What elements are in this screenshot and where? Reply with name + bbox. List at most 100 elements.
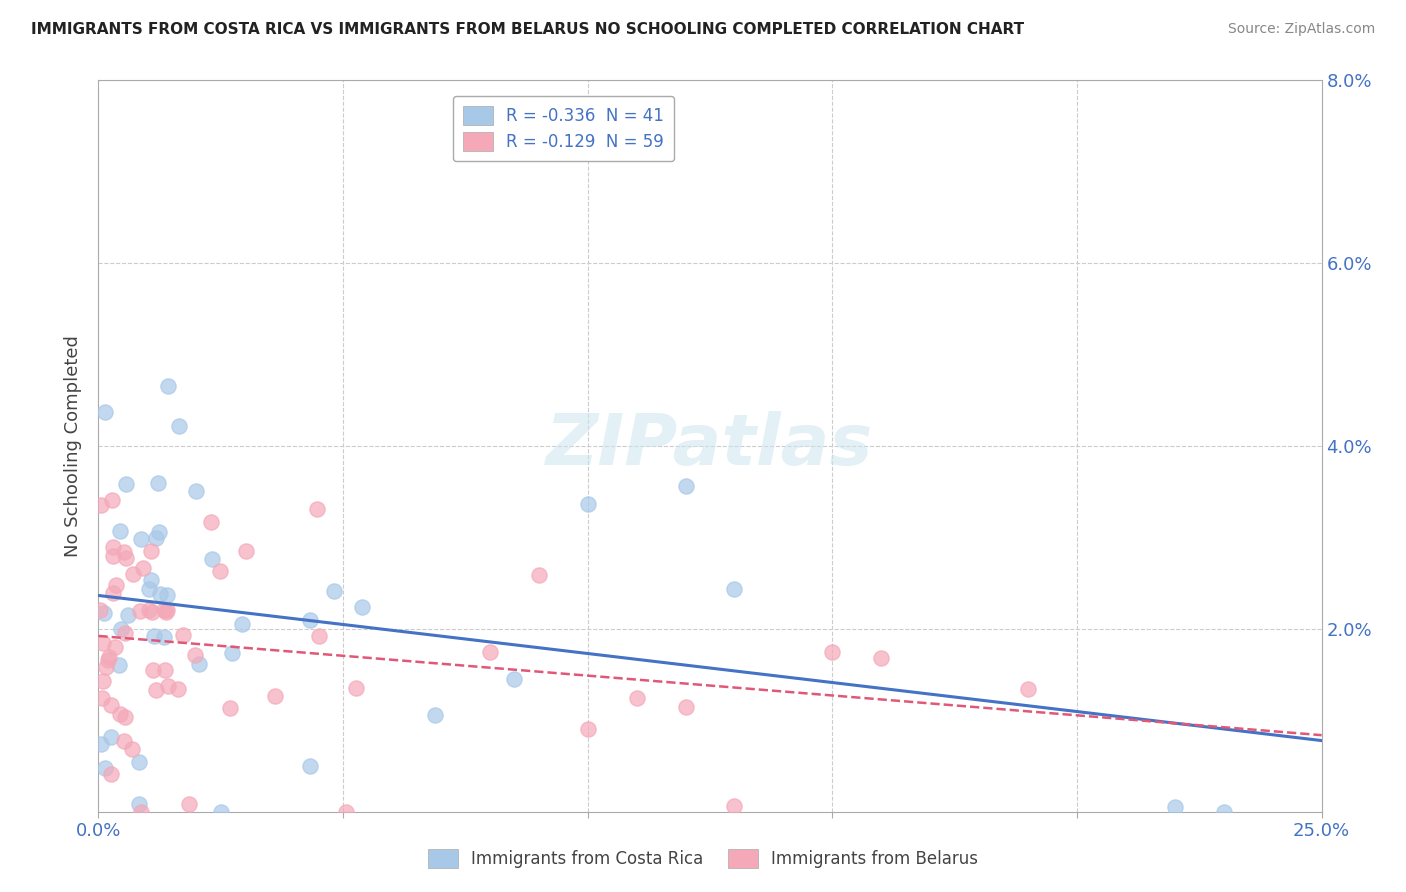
Point bbox=[184, 483, 207, 498]
Point bbox=[576, 723, 599, 737]
Point bbox=[231, 616, 253, 631]
Point bbox=[187, 657, 209, 672]
Point bbox=[101, 493, 124, 508]
Point bbox=[335, 805, 357, 819]
Point bbox=[121, 742, 143, 756]
Point bbox=[104, 577, 127, 591]
Point bbox=[146, 476, 169, 491]
Point bbox=[870, 651, 893, 665]
Point bbox=[675, 479, 697, 493]
Point bbox=[153, 603, 176, 617]
Point bbox=[155, 588, 177, 602]
Point bbox=[107, 658, 129, 673]
Point bbox=[94, 405, 117, 419]
Point bbox=[305, 502, 328, 516]
Point bbox=[94, 761, 117, 775]
Point bbox=[1017, 682, 1039, 697]
Point bbox=[200, 516, 222, 530]
Point bbox=[576, 497, 599, 511]
Point bbox=[100, 698, 122, 713]
Legend: R = -0.336  N = 41, R = -0.129  N = 59: R = -0.336 N = 41, R = -0.129 N = 59 bbox=[453, 96, 673, 161]
Point bbox=[145, 683, 167, 698]
Point bbox=[141, 573, 163, 587]
Point bbox=[90, 690, 112, 705]
Point bbox=[177, 797, 200, 811]
Point bbox=[208, 564, 231, 578]
Point bbox=[98, 649, 121, 664]
Point bbox=[97, 652, 120, 666]
Point bbox=[115, 477, 138, 491]
Point bbox=[132, 561, 155, 575]
Point bbox=[121, 567, 143, 582]
Point bbox=[114, 625, 136, 640]
Point bbox=[93, 607, 115, 621]
Point bbox=[114, 550, 136, 565]
Point bbox=[152, 630, 174, 644]
Point bbox=[209, 805, 232, 819]
Point bbox=[155, 605, 177, 619]
Point bbox=[157, 378, 180, 392]
Point bbox=[129, 805, 152, 819]
Point bbox=[145, 531, 167, 545]
Text: Source: ZipAtlas.com: Source: ZipAtlas.com bbox=[1227, 22, 1375, 37]
Point bbox=[172, 628, 194, 642]
Point bbox=[201, 552, 224, 566]
Point bbox=[114, 710, 136, 724]
Point bbox=[626, 691, 648, 706]
Point bbox=[103, 586, 125, 600]
Point bbox=[218, 700, 240, 714]
Point bbox=[90, 499, 112, 513]
Point bbox=[221, 646, 243, 660]
Point bbox=[167, 419, 190, 434]
Text: IMMIGRANTS FROM COSTA RICA VS IMMIGRANTS FROM BELARUS NO SCHOOLING COMPLETED COR: IMMIGRANTS FROM COSTA RICA VS IMMIGRANTS… bbox=[31, 22, 1024, 37]
Point bbox=[141, 544, 163, 558]
Point bbox=[103, 549, 125, 563]
Point bbox=[1212, 805, 1234, 819]
Point bbox=[93, 636, 115, 650]
Point bbox=[141, 605, 163, 619]
Point bbox=[89, 603, 111, 617]
Point bbox=[1164, 799, 1187, 814]
Point bbox=[142, 663, 165, 677]
Point bbox=[527, 568, 550, 582]
Point bbox=[110, 706, 132, 721]
Point bbox=[298, 613, 321, 627]
Point bbox=[821, 645, 844, 659]
Point bbox=[143, 629, 166, 643]
Point bbox=[344, 681, 367, 695]
Point bbox=[129, 533, 152, 547]
Point bbox=[112, 545, 135, 559]
Point bbox=[101, 540, 124, 554]
Point bbox=[128, 797, 150, 812]
Point bbox=[155, 663, 177, 677]
Point bbox=[148, 524, 170, 539]
Point bbox=[100, 730, 122, 744]
Point bbox=[91, 674, 114, 689]
Point bbox=[128, 755, 150, 769]
Point bbox=[167, 681, 190, 696]
Point bbox=[503, 672, 526, 686]
Point bbox=[184, 648, 207, 662]
Y-axis label: No Schooling Completed: No Schooling Completed bbox=[65, 335, 83, 557]
Point bbox=[149, 587, 172, 601]
Point bbox=[323, 583, 346, 598]
Point bbox=[104, 640, 127, 654]
Point bbox=[723, 582, 745, 596]
Legend: Immigrants from Costa Rica, Immigrants from Belarus: Immigrants from Costa Rica, Immigrants f… bbox=[420, 842, 986, 875]
Point bbox=[90, 737, 112, 751]
Point bbox=[675, 699, 697, 714]
Point bbox=[308, 629, 330, 643]
Point bbox=[138, 602, 160, 616]
Point bbox=[110, 622, 132, 636]
Point bbox=[138, 582, 160, 597]
Point bbox=[156, 603, 179, 617]
Point bbox=[108, 524, 131, 538]
Point bbox=[100, 767, 122, 781]
Point bbox=[423, 707, 446, 722]
Point bbox=[299, 758, 322, 772]
Point bbox=[235, 544, 257, 558]
Point bbox=[352, 599, 374, 614]
Point bbox=[723, 799, 745, 814]
Point bbox=[129, 604, 152, 618]
Point bbox=[478, 645, 501, 659]
